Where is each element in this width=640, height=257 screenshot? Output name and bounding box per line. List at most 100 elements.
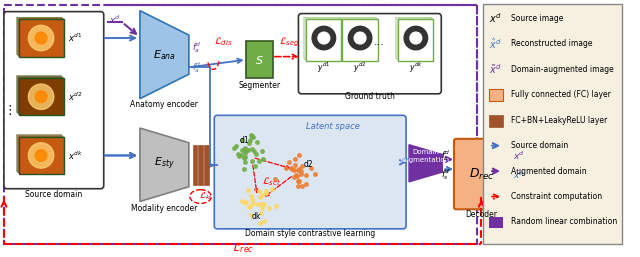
- Text: $\mathcal{L}_{dis}$: $\mathcal{L}_{dis}$: [214, 35, 232, 48]
- FancyBboxPatch shape: [214, 115, 406, 229]
- FancyBboxPatch shape: [15, 75, 61, 112]
- Text: $y^{dk}$: $y^{dk}$: [409, 60, 423, 75]
- Text: $y^{d2}$: $y^{d2}$: [353, 60, 367, 75]
- Circle shape: [348, 26, 372, 50]
- Text: Source domain: Source domain: [511, 141, 568, 150]
- FancyBboxPatch shape: [4, 12, 104, 189]
- FancyBboxPatch shape: [17, 135, 61, 172]
- FancyBboxPatch shape: [198, 145, 203, 185]
- FancyBboxPatch shape: [18, 77, 63, 114]
- Text: $E_{ana}$: $E_{ana}$: [153, 48, 176, 62]
- Text: $f^d_a$: $f^d_a$: [192, 40, 201, 55]
- Text: Source image: Source image: [511, 14, 563, 23]
- FancyBboxPatch shape: [305, 19, 340, 60]
- Circle shape: [312, 26, 335, 50]
- FancyBboxPatch shape: [19, 78, 63, 115]
- Text: Fully connected (FC) layer: Fully connected (FC) layer: [511, 90, 611, 99]
- Text: $S$: $S$: [255, 53, 264, 66]
- Polygon shape: [140, 128, 189, 201]
- Text: $x^d$: $x^d$: [513, 149, 525, 162]
- Circle shape: [28, 143, 54, 168]
- Circle shape: [318, 32, 330, 44]
- Circle shape: [354, 32, 366, 44]
- Text: Constraint computation: Constraint computation: [511, 192, 602, 201]
- Circle shape: [35, 91, 47, 103]
- FancyBboxPatch shape: [15, 134, 61, 171]
- Text: $\hat{x}^d$: $\hat{x}^d$: [513, 169, 524, 181]
- FancyBboxPatch shape: [397, 19, 433, 60]
- Text: Source domain: Source domain: [25, 190, 83, 199]
- FancyBboxPatch shape: [340, 17, 376, 59]
- FancyBboxPatch shape: [298, 14, 442, 94]
- Text: $D_{rec}$: $D_{rec}$: [468, 167, 494, 182]
- FancyBboxPatch shape: [19, 137, 63, 174]
- Text: $y^{d1}$: $y^{d1}$: [317, 60, 330, 75]
- FancyBboxPatch shape: [398, 20, 433, 61]
- FancyBboxPatch shape: [489, 115, 504, 127]
- Text: $\hat{x}^d$: $\hat{x}^d$: [489, 37, 502, 51]
- FancyBboxPatch shape: [340, 16, 375, 58]
- FancyBboxPatch shape: [204, 145, 209, 185]
- FancyBboxPatch shape: [15, 16, 61, 54]
- Text: $f^d_a$: $f^d_a$: [192, 60, 201, 75]
- FancyBboxPatch shape: [489, 89, 504, 101]
- Text: $E_{sty}$: $E_{sty}$: [154, 156, 175, 172]
- FancyBboxPatch shape: [18, 19, 63, 56]
- FancyBboxPatch shape: [18, 136, 63, 173]
- Text: Latent space: Latent space: [306, 122, 360, 131]
- FancyBboxPatch shape: [396, 16, 431, 58]
- Text: Augmented domain: Augmented domain: [511, 167, 586, 176]
- FancyBboxPatch shape: [193, 145, 197, 185]
- FancyBboxPatch shape: [19, 20, 63, 57]
- Text: augmentation: augmentation: [401, 157, 450, 163]
- Text: Domain: Domain: [412, 149, 439, 154]
- Circle shape: [35, 32, 47, 44]
- FancyBboxPatch shape: [17, 17, 61, 55]
- FancyBboxPatch shape: [246, 41, 273, 78]
- FancyBboxPatch shape: [17, 76, 61, 113]
- Text: Random linear combination: Random linear combination: [511, 217, 617, 226]
- Circle shape: [28, 25, 54, 51]
- Text: $f^d_s$: $f^d_s$: [442, 148, 451, 163]
- Text: $\mathcal{L}_{kl}$: $\mathcal{L}_{kl}$: [198, 191, 212, 202]
- Text: Decoder: Decoder: [465, 210, 497, 219]
- FancyBboxPatch shape: [454, 139, 509, 209]
- Text: $\tilde{x}^d$: $\tilde{x}^d$: [489, 62, 502, 76]
- Text: $\mathcal{L}_{rec}$: $\mathcal{L}_{rec}$: [232, 242, 253, 255]
- FancyBboxPatch shape: [396, 17, 431, 59]
- Text: $\mathcal{L}_{sct}$: $\mathcal{L}_{sct}$: [262, 176, 282, 188]
- Text: Segmenter: Segmenter: [238, 80, 280, 89]
- FancyBboxPatch shape: [307, 20, 342, 61]
- FancyBboxPatch shape: [342, 19, 377, 60]
- Circle shape: [35, 150, 47, 161]
- Text: $x^d$: $x^d$: [109, 13, 122, 26]
- Text: FC+BN+LeakyReLU layer: FC+BN+LeakyReLU layer: [511, 116, 607, 125]
- Polygon shape: [140, 11, 189, 99]
- Circle shape: [28, 84, 54, 109]
- FancyBboxPatch shape: [304, 17, 340, 59]
- FancyBboxPatch shape: [489, 217, 504, 228]
- Text: Anatomy encoder: Anatomy encoder: [131, 100, 198, 109]
- Text: dk: dk: [252, 212, 261, 221]
- Text: d2: d2: [303, 160, 313, 169]
- Text: Ground truth: Ground truth: [345, 92, 395, 101]
- FancyBboxPatch shape: [342, 20, 378, 61]
- Text: Reconstructed image: Reconstructed image: [511, 39, 592, 48]
- Text: $x^{dk}$: $x^{dk}$: [67, 149, 83, 162]
- Circle shape: [410, 32, 422, 44]
- Text: ⋮: ⋮: [3, 104, 15, 117]
- Text: Modality encoder: Modality encoder: [131, 204, 198, 213]
- Text: Domain-augmented image: Domain-augmented image: [511, 65, 614, 74]
- Text: $f^d_s$: $f^d_s$: [442, 168, 451, 182]
- FancyBboxPatch shape: [303, 16, 339, 58]
- Circle shape: [404, 26, 428, 50]
- Text: $x^{d1}$: $x^{d1}$: [67, 32, 82, 44]
- Text: $\mathcal{L}_{seg}$: $\mathcal{L}_{seg}$: [279, 35, 300, 49]
- Text: d1: d1: [240, 136, 250, 145]
- Text: $x^d$: $x^d$: [489, 12, 502, 25]
- Text: ...: ...: [374, 37, 385, 47]
- Polygon shape: [409, 145, 442, 182]
- Text: Domain style contrastive learning: Domain style contrastive learning: [245, 229, 375, 238]
- FancyBboxPatch shape: [483, 4, 622, 244]
- Text: $x^{d2}$: $x^{d2}$: [67, 90, 82, 103]
